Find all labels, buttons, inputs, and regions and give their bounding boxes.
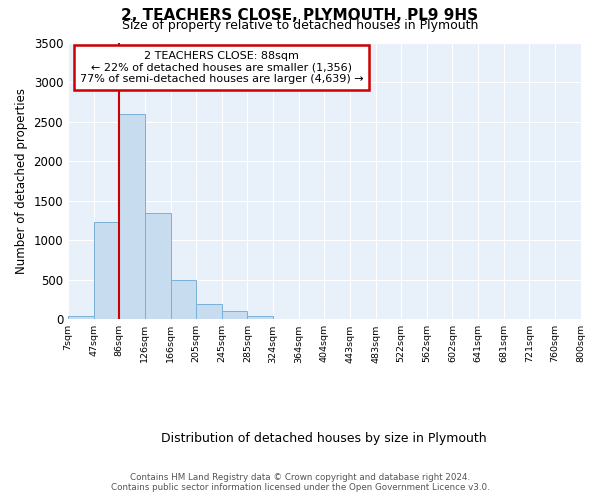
Bar [68, 316, 94, 320]
Bar [119, 114, 145, 320]
Bar [273, 318, 299, 320]
Bar [196, 304, 222, 320]
Y-axis label: Number of detached properties: Number of detached properties [15, 88, 28, 274]
Text: Contains HM Land Registry data © Crown copyright and database right 2024.
Contai: Contains HM Land Registry data © Crown c… [110, 473, 490, 492]
Bar [94, 222, 119, 320]
Bar [222, 311, 247, 320]
Text: 2, TEACHERS CLOSE, PLYMOUTH, PL9 9HS: 2, TEACHERS CLOSE, PLYMOUTH, PL9 9HS [121, 8, 479, 22]
Text: 2 TEACHERS CLOSE: 88sqm
← 22% of detached houses are smaller (1,356)
77% of semi: 2 TEACHERS CLOSE: 88sqm ← 22% of detache… [80, 51, 364, 84]
X-axis label: Distribution of detached houses by size in Plymouth: Distribution of detached houses by size … [161, 432, 487, 445]
Bar [145, 212, 170, 320]
Text: Size of property relative to detached houses in Plymouth: Size of property relative to detached ho… [122, 19, 478, 32]
Bar [170, 280, 196, 320]
Bar [247, 316, 273, 320]
